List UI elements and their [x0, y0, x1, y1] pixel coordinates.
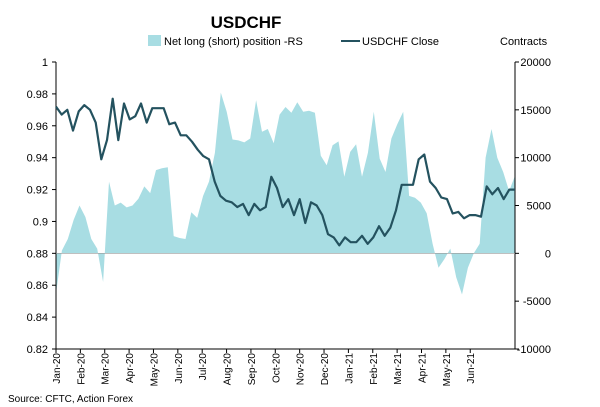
- x-tick-label: Jun-20: [174, 353, 185, 384]
- x-tick-label: Aug-20: [223, 353, 234, 386]
- chart-title: USDCHF: [211, 13, 282, 32]
- x-tick-label: Apr-20: [125, 353, 136, 383]
- left-tick-label: 1: [42, 57, 48, 69]
- x-tick-label: Nov-20: [296, 353, 307, 386]
- right-tick-label: -5000: [523, 296, 551, 308]
- x-tick-label: Mar-20: [101, 353, 112, 385]
- usdchf-close-line: [55, 97, 515, 247]
- right-tick-label: -10000: [517, 344, 551, 356]
- x-tick-label: Jul-20: [198, 353, 209, 381]
- x-tick-label: Mar-21: [393, 353, 404, 385]
- left-tick-label: 0.84: [27, 312, 48, 324]
- legend: Net long (short) position -RS USDCHF Clo…: [148, 35, 439, 48]
- left-tick-label: 0.92: [27, 185, 48, 197]
- x-tick-label: Jan-21: [344, 353, 355, 384]
- x-tick-label: Dec-20: [320, 353, 331, 386]
- x-tick-label: Sep-20: [247, 353, 258, 386]
- net-position-area: [56, 92, 515, 295]
- right-tick-label: 10000: [520, 153, 551, 165]
- right-axis-title: Contracts: [500, 36, 548, 48]
- left-tick-label: 0.9: [33, 216, 48, 228]
- left-tick-label: 0.86: [27, 280, 48, 292]
- legend-label-usdchf-close: USDCHF Close: [362, 36, 439, 48]
- x-tick-label: Jan-20: [52, 353, 63, 384]
- right-tick-label: 20000: [520, 57, 551, 69]
- x-tick-label: Jun-21: [466, 353, 477, 384]
- x-tick-label: Feb-21: [369, 353, 380, 385]
- left-tick-label: 0.88: [27, 248, 48, 260]
- right-tick-label: 5000: [527, 201, 551, 213]
- left-tick-label: 0.94: [27, 153, 48, 165]
- x-tick-label: May-21: [442, 353, 453, 387]
- right-tick-label: 15000: [520, 105, 551, 117]
- left-tick-label: 0.96: [27, 121, 48, 133]
- x-tick-label: Oct-20: [271, 353, 282, 383]
- left-tick-label: 0.82: [27, 344, 48, 356]
- source-note: Source: CFTC, Action Forex: [8, 394, 133, 405]
- legend-swatch-net-position: [148, 35, 161, 46]
- left-tick-label: 0.98: [27, 89, 48, 101]
- x-tick-label: May-20: [149, 353, 160, 387]
- x-tick-label: Apr-21: [418, 353, 429, 383]
- right-tick-label: 0: [545, 248, 551, 260]
- x-tick-label: Feb-20: [76, 353, 87, 385]
- legend-label-net-position: Net long (short) position -RS: [164, 36, 303, 48]
